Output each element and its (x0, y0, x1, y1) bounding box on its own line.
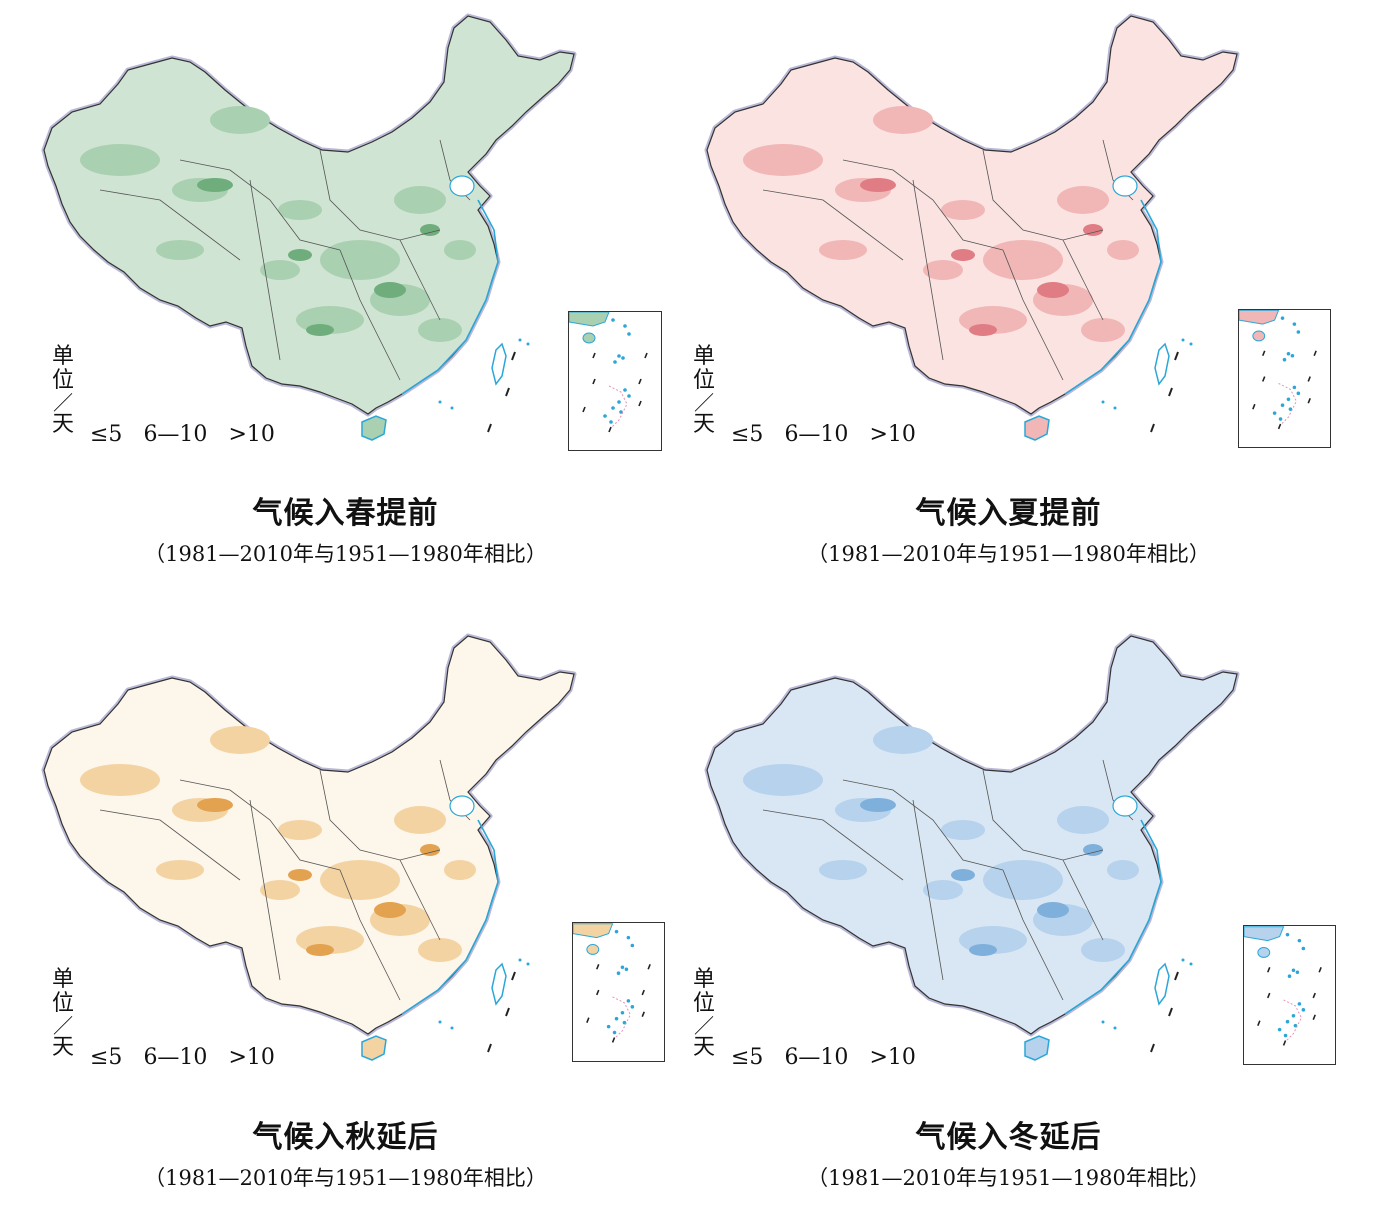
map-caption: 气候入秋延后 （1981—2010年与1951—1980年相比） (0, 1112, 691, 1192)
china-map-summer (704, 13, 1240, 441)
legend: 单 位 ／ 天 ≤5 6—10 >10 (52, 344, 275, 448)
unit-slash: ／ (53, 1014, 73, 1038)
unit-char: 位 (52, 368, 75, 393)
unit-char: 位 (52, 991, 75, 1016)
map-title: 气候入秋延后 (252, 1120, 439, 1155)
legend-item-high: >10 (228, 1045, 275, 1070)
unit-char: 天 (693, 1035, 716, 1060)
unit-char: 位 (693, 368, 716, 393)
legend-item-mid: 6—10 (784, 1045, 849, 1070)
unit-slash: ／ (53, 391, 73, 415)
legend-item-low: ≤5 (731, 1045, 764, 1070)
map-title: 气候入夏提前 (915, 496, 1102, 531)
south-china-sea-inset (572, 922, 665, 1062)
china-map-spring (41, 13, 577, 441)
unit-char: 天 (693, 412, 716, 437)
legend-item-mid: 6—10 (143, 422, 208, 447)
south-china-sea-inset (568, 311, 662, 451)
south-china-sea-inset (1243, 925, 1336, 1065)
unit-slash: ／ (694, 391, 714, 415)
legend-item-mid: 6—10 (784, 422, 849, 447)
legend-item-high: >10 (228, 422, 275, 447)
legend-items: ≤5 6—10 >10 (693, 422, 930, 447)
map-subtitle: （1981—2010年与1951—1980年相比） (807, 1166, 1210, 1190)
unit-char: 位 (693, 991, 716, 1016)
map-title: 气候入冬延后 (915, 1120, 1102, 1155)
map-title: 气候入春提前 (252, 496, 439, 531)
china-map-autumn (41, 633, 577, 1061)
map-subtitle: （1981—2010年与1951—1980年相比） (807, 542, 1210, 566)
map-subtitle: （1981—2010年与1951—1980年相比） (144, 542, 547, 566)
unit-char: 单 (693, 967, 716, 992)
unit-char: 单 (693, 344, 716, 369)
unit-char: 天 (52, 412, 75, 437)
legend-item-low: ≤5 (731, 422, 764, 447)
map-panel-summer: 单 位 ／ 天 ≤5 6—10 >10 气候入夏提前 （1981—2010年与1… (663, 0, 1354, 604)
map-caption: 气候入夏提前 （1981—2010年与1951—1980年相比） (663, 488, 1354, 568)
legend-item-low: ≤5 (90, 422, 123, 447)
map-panel-spring: 单 位 ／ 天 ≤5 6—10 >10 气候入春提前 （1981—2010年与1… (0, 0, 691, 604)
legend: 单 位 ／ 天 ≤5 6—10 >10 (693, 967, 916, 1071)
map-panel-winter: 单 位 ／ 天 ≤5 6—10 >10 气候入冬延后 （1981—2010年与1… (663, 620, 1354, 1224)
legend-item-mid: 6—10 (143, 1045, 208, 1070)
legend: 单 位 ／ 天 ≤5 6—10 >10 (52, 967, 275, 1071)
legend-item-low: ≤5 (90, 1045, 123, 1070)
legend-items: ≤5 6—10 >10 (52, 422, 289, 447)
china-map-winter (704, 633, 1240, 1061)
unit-char: 天 (52, 1035, 75, 1060)
legend-items: ≤5 6—10 >10 (693, 1045, 930, 1070)
unit-char: 单 (52, 967, 75, 992)
legend-items: ≤5 6—10 >10 (52, 1045, 289, 1070)
unit-char: 单 (52, 344, 75, 369)
map-caption: 气候入春提前 （1981—2010年与1951—1980年相比） (0, 488, 691, 568)
south-china-sea-inset (1238, 309, 1331, 448)
map-subtitle: （1981—2010年与1951—1980年相比） (144, 1166, 547, 1190)
unit-slash: ／ (694, 1014, 714, 1038)
legend: 单 位 ／ 天 ≤5 6—10 >10 (693, 344, 916, 448)
legend-item-high: >10 (869, 1045, 916, 1070)
map-panel-autumn: 单 位 ／ 天 ≤5 6—10 >10 气候入秋延后 （1981—2010年与1… (0, 620, 691, 1224)
map-caption: 气候入冬延后 （1981—2010年与1951—1980年相比） (663, 1112, 1354, 1192)
legend-item-high: >10 (869, 422, 916, 447)
